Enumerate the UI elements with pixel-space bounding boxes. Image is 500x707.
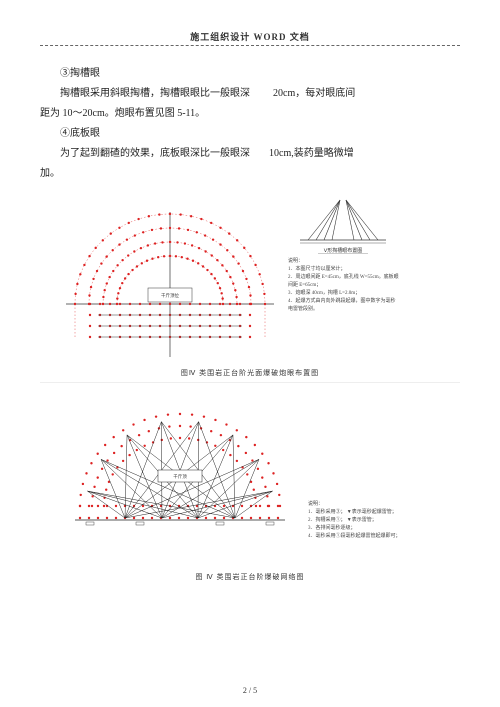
n2-2: 3．各排间毫秒逐级；: [308, 525, 418, 533]
figure-1-side: Ⅴ形掏槽眼布置图 说明： 1．本图尺寸均以厘米计； 2．周边眼间距 E=45cm…: [288, 192, 399, 314]
s3-l1a: 掏槽眼采用斜眼掏槽，掏槽眼眼比一般眼深: [60, 88, 250, 99]
n2-3: 4．毫秒采用①段毫秒起爆雷管起爆即可；: [308, 533, 418, 541]
notes-2-title: 说明：: [308, 501, 418, 509]
svg-text:千斤顶: 千斤顶: [173, 473, 187, 480]
wedge-diagram: Ⅴ形掏槽眼布置图: [288, 192, 398, 254]
section-3-para1: 掏槽眼采用斜眼掏槽，掏槽眼眼比一般眼深 20cm，每对眼底间: [40, 84, 460, 104]
notes-1-title: 说明：: [288, 258, 399, 266]
header-divider: [40, 45, 460, 46]
section-4-number: ④底板眼: [40, 124, 100, 144]
n1-2: 间距 E=65cm；: [288, 282, 399, 290]
n1-3: 3．炮眼深 40cm，掏槽 L=2.0m；: [288, 290, 399, 298]
s4-l1b: 10cm,装药量略微增: [269, 148, 354, 159]
notes-1: 说明： 1．本图尺寸均以厘米计； 2．周边眼间距 E=45cm，底孔线 W=55…: [288, 258, 399, 314]
svg-text:千斤顶位: 千斤顶位: [161, 292, 179, 299]
n1-1: 2．周边眼间距 E=45cm，底孔线 W=55cm。底板眼: [288, 274, 399, 282]
page-header: 施工组织设计 WORD 文档: [40, 30, 460, 46]
page-number: 2 / 5: [0, 686, 500, 695]
n2-1: 2．掏槽采用①； ▼表示雷管；: [308, 517, 418, 525]
n1-0: 1．本图尺寸均以厘米计；: [288, 266, 399, 274]
n1-5: 电雷管段别。: [288, 306, 399, 314]
n1-4: 4．起爆方式由内向外跳段起爆，图中数字为毫秒: [288, 298, 399, 306]
figure-1-diagram: 千斤顶位: [60, 192, 280, 362]
figure-2-row: 千斤顶 说明： 1．毫秒采用③； ▼表示毫秒起爆雷管； 2．掏槽采用①； ▼表示…: [60, 391, 460, 566]
section-4-para1: 为了起到翻碴的效果，底板眼深比一般眼深 10cm,装药量略微增: [40, 144, 460, 164]
figure-1-caption: 图Ⅳ 类围岩正台阶光面爆破炮眼布置图: [40, 368, 460, 378]
section-3-number: ③掏槽眼: [40, 64, 100, 84]
figure-2-diagram: 千斤顶: [60, 391, 300, 566]
section-3-para2: 距为 10～20cm。炮眼布置见图 5-11。: [40, 104, 460, 124]
n2-0: 1．毫秒采用③； ▼表示毫秒起爆雷管；: [308, 509, 418, 517]
header-title: 施工组织设计 WORD 文档: [190, 32, 310, 42]
figure-2-caption: 图 Ⅳ 类围岩正台阶爆破网络图: [40, 572, 460, 582]
svg-text:Ⅴ形掏槽眼布置图: Ⅴ形掏槽眼布置图: [324, 247, 362, 254]
notes-2: 说明： 1．毫秒采用③； ▼表示毫秒起爆雷管； 2．掏槽采用①； ▼表示雷管； …: [308, 501, 418, 541]
s4-l1a: 为了起到翻碴的效果，底板眼深比一般眼深: [60, 148, 250, 159]
s3-l1b: 20cm，每对眼底间: [273, 88, 355, 99]
figure-1-row: 千斤顶位 Ⅴ形掏槽眼布置图 说明： 1．本图尺寸均以厘米计； 2．周边眼间距 E…: [60, 192, 460, 362]
figure-divider: [40, 382, 460, 383]
section-4-para2: 加。: [40, 164, 460, 184]
